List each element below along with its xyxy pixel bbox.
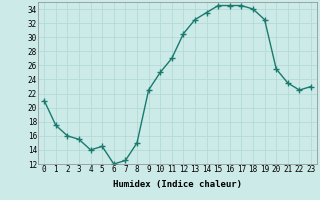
X-axis label: Humidex (Indice chaleur): Humidex (Indice chaleur)	[113, 180, 242, 189]
